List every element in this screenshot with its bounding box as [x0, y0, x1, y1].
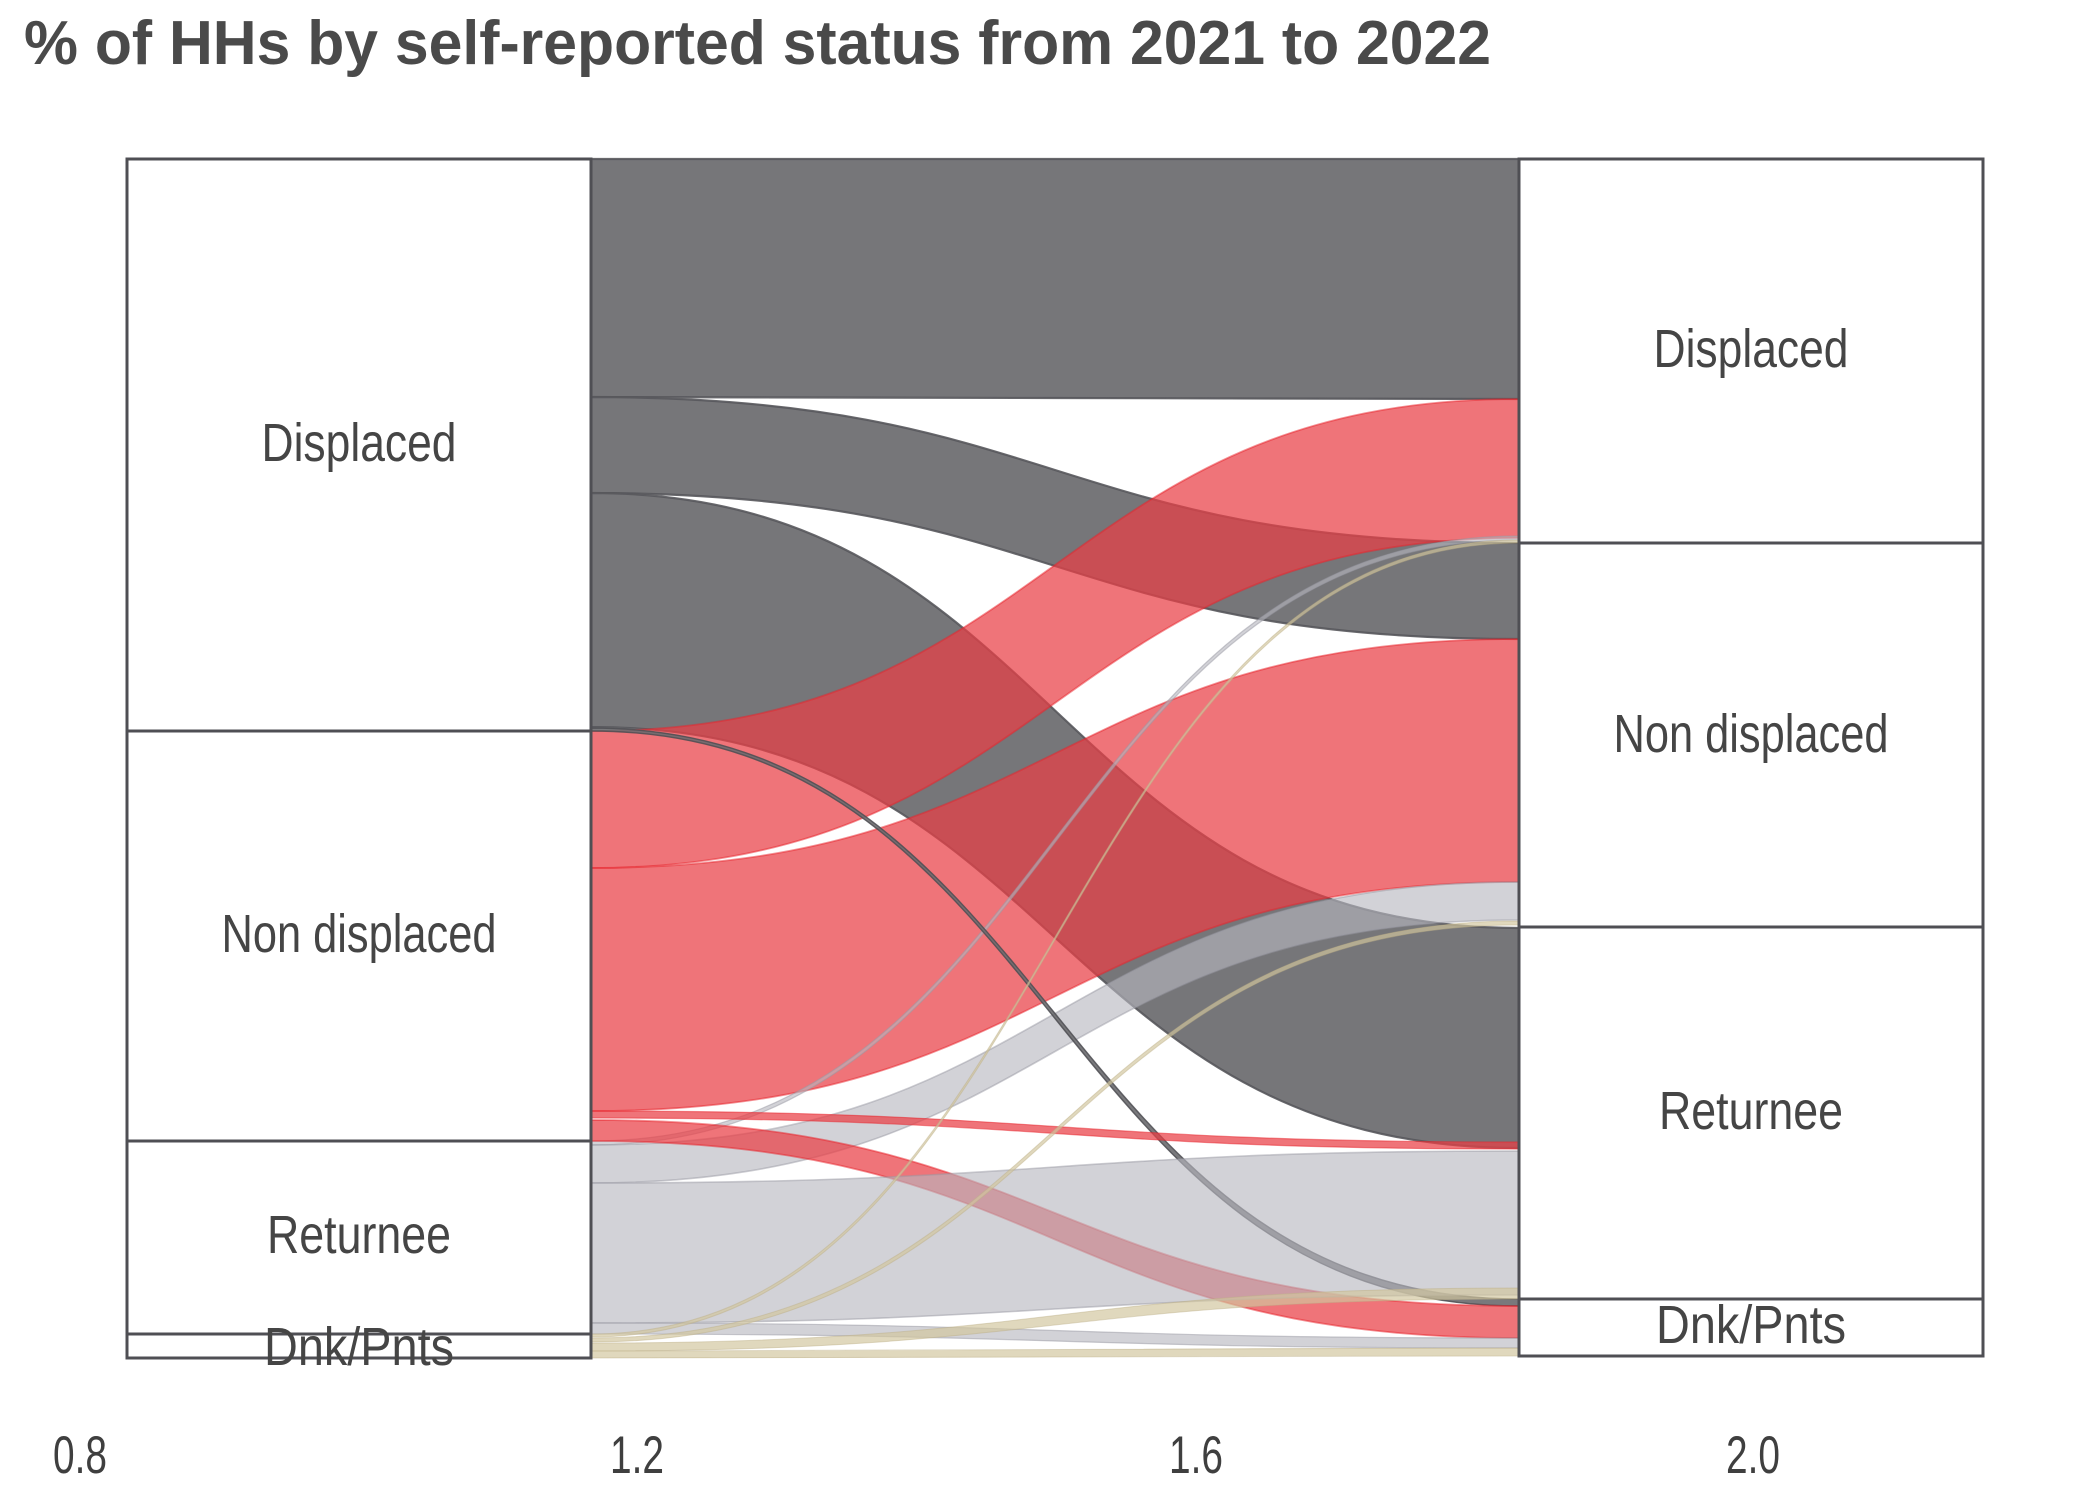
svg-text:Displaced: Displaced [262, 413, 457, 473]
svg-text:Non displaced: Non displaced [1614, 704, 1889, 764]
svg-text:1.2: 1.2 [610, 1426, 664, 1485]
svg-text:1.6: 1.6 [1169, 1426, 1223, 1485]
svg-text:Returnee: Returnee [1659, 1081, 1843, 1141]
svg-text:Non displaced: Non displaced [222, 904, 497, 964]
svg-text:Dnk/Pnts: Dnk/Pnts [1656, 1295, 1846, 1355]
svg-text:Returnee: Returnee [267, 1205, 451, 1265]
svg-text:0.8: 0.8 [53, 1426, 107, 1485]
svg-text:Displaced: Displaced [1654, 319, 1849, 379]
svg-text:Dnk/Pnts: Dnk/Pnts [264, 1317, 454, 1377]
svg-text:% of HHs by self-reported stat: % of HHs by self-reported status from 20… [24, 9, 1491, 78]
svg-text:2.0: 2.0 [1726, 1426, 1780, 1485]
